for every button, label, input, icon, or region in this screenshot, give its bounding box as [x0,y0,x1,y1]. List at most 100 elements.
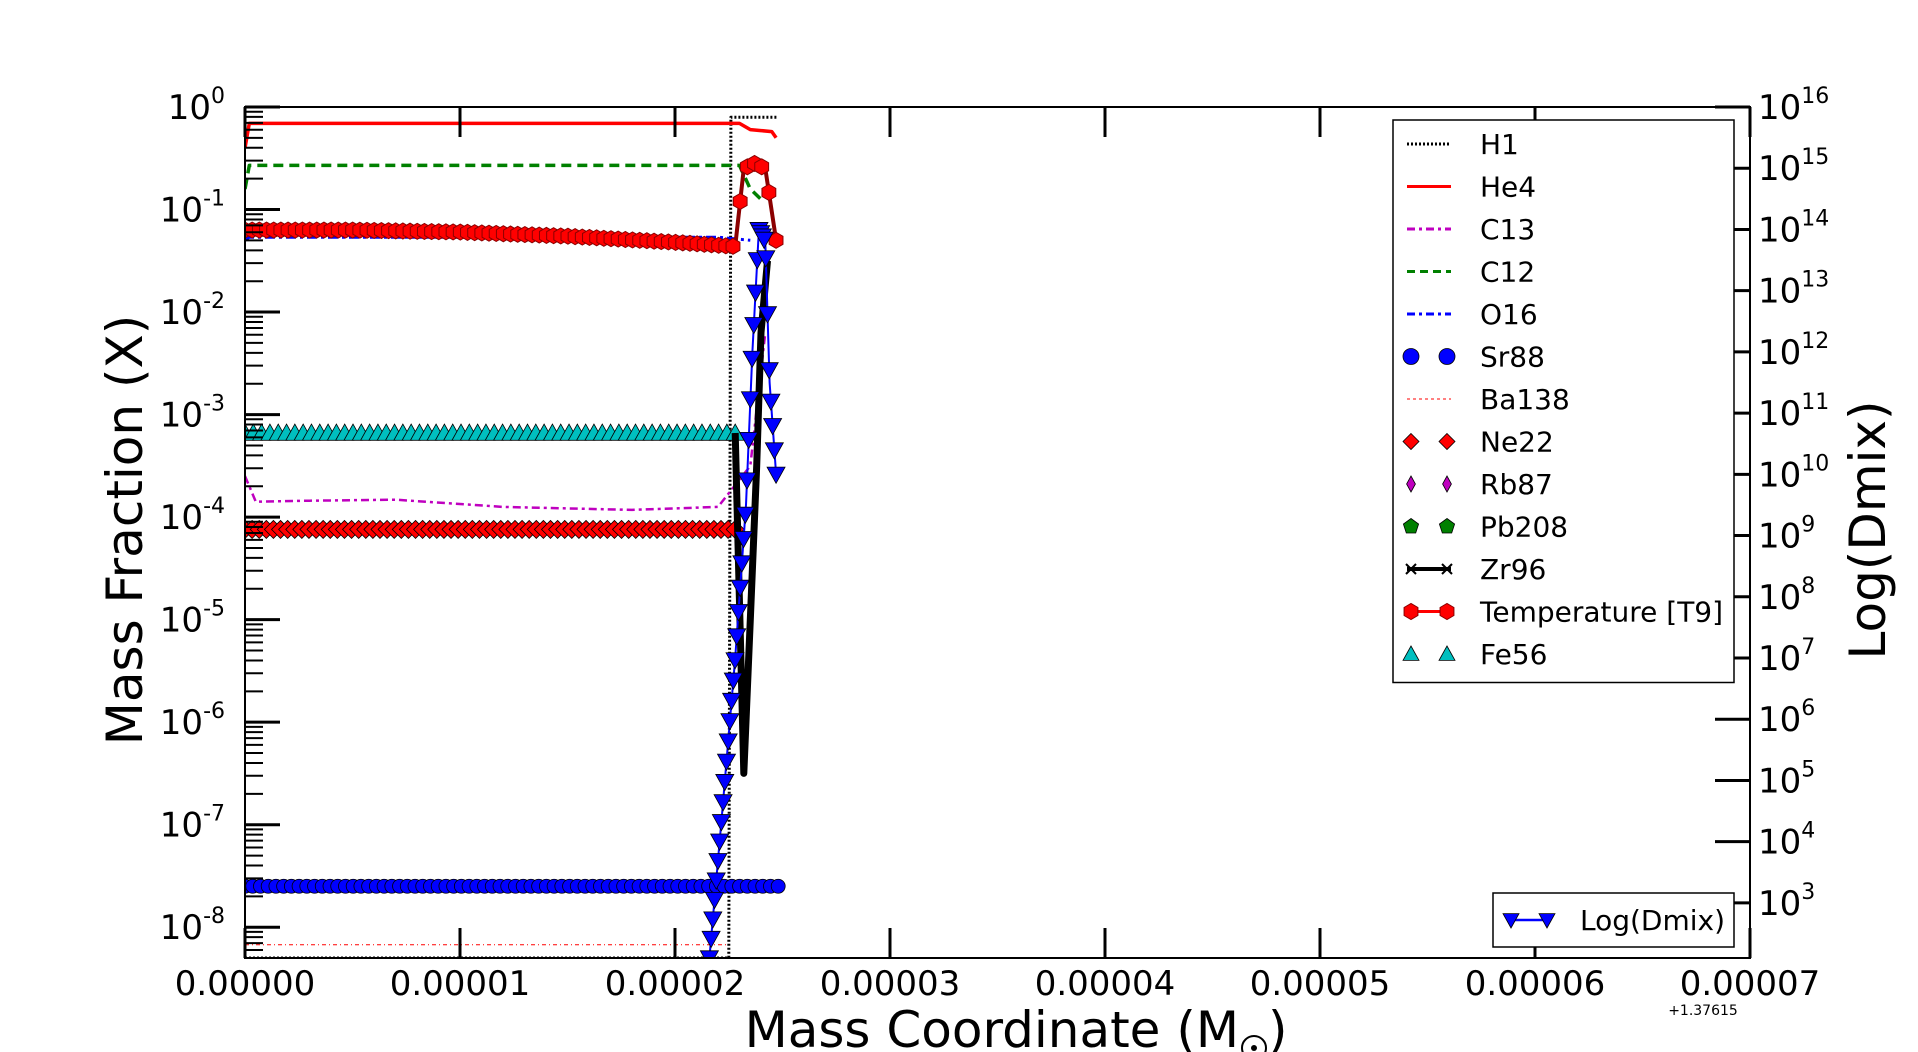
legend-marker-log-dmix [1502,913,1520,929]
data-point-log-dmix [737,472,757,490]
y-left-tick-base: 10 [160,806,203,846]
legend-label-pb208: Pb208 [1480,511,1568,544]
y-right-tick-base: 10 [1758,578,1801,618]
legend-label-zr96: Zr96 [1480,553,1546,586]
legend-label-o16: O16 [1480,298,1538,331]
data-point-log-dmix [704,892,725,910]
data-point-log-dmix [706,872,726,890]
y-left-tick-exponent: -2 [203,289,225,314]
y-right-tick-label: 1014 [1758,206,1829,250]
legend-label-temperature-t9: Temperature [T9] [1479,596,1723,629]
y-right-tick-label: 107 [1758,635,1815,679]
legend-marker-temperature-t9 [1439,602,1455,621]
y-left-tick-label: 100 [168,84,225,128]
y-left-tick-base: 10 [160,908,203,948]
y-right-tick-exponent: 15 [1801,145,1829,170]
y-right-tick-base: 10 [1758,149,1801,189]
y-left-tick-exponent: 0 [211,84,225,109]
data-point-temperature-t9 [725,237,741,255]
legend-marker-temperature-t9 [1403,602,1419,621]
x-tick-label: 0.00003 [820,964,961,1004]
data-point-temperature-t9 [754,158,770,176]
y-left-tick-label: 10-4 [160,494,225,538]
data-point-log-dmix [730,579,750,598]
y-right-tick-base: 10 [1758,639,1801,679]
series-line-c12 [245,163,763,201]
y-left-tick-label: 10-1 [160,187,225,231]
y-left-tick-label: 10-7 [160,802,225,846]
y-right-tick-label: 1015 [1758,145,1829,189]
data-point-log-dmix [756,250,776,268]
legend-marker-ne22 [1402,432,1420,451]
y-left-tick-base: 10 [168,88,211,128]
legend-box [1392,119,1735,684]
y-left-tick-exponent: -5 [203,597,225,622]
legend-marker-zr96 [1441,563,1453,575]
data-point-log-dmix [716,753,737,772]
data-point-log-dmix [744,317,764,335]
legend-label-he4: He4 [1480,171,1536,204]
y-left-tick-label: 10-8 [160,904,225,948]
y-left-tick-base: 10 [160,191,203,231]
data-point-log-dmix [727,628,747,646]
y-right-tick-base: 10 [1758,333,1801,373]
legend-label-rb87: Rb87 [1480,468,1553,501]
legend-marker-pb208 [1438,518,1456,534]
y-right-tick-label: 1011 [1758,390,1829,434]
y-right-tick-exponent: 11 [1801,390,1829,415]
series-group [245,115,786,958]
legend-right: Log(Dmix) [1492,892,1735,948]
data-point-log-dmix [766,466,786,485]
data-point-log-dmix [754,231,774,250]
y-right-tick-exponent: 9 [1801,513,1815,538]
y-left-tick-base: 10 [160,293,203,333]
legend-label-log-dmix: Log(Dmix) [1580,904,1725,937]
y-right-tick-exponent: 7 [1801,635,1815,660]
y-left-tick-base: 10 [160,703,203,743]
y-left-tick-exponent: -6 [203,699,225,724]
data-point-log-dmix [703,911,723,929]
y-right-tick-base: 10 [1758,761,1801,801]
y-right-tick-label: 1010 [1758,451,1829,495]
data-point-log-dmix [699,950,720,958]
y-left-tick-label: 10-3 [160,392,225,436]
y-right-tick-base: 10 [1758,272,1801,312]
y-left-tick-label: 10-2 [160,289,225,333]
legend-label-ba138: Ba138 [1480,383,1570,416]
data-point-log-dmix [762,418,783,436]
x-tick-label: 0.00001 [390,964,531,1004]
sun-symbol-icon [1241,1035,1267,1052]
data-point-log-dmix [728,604,749,622]
legend-marker-zr96-b [1441,563,1453,575]
data-point-log-dmix [761,393,781,412]
legend-marker-ne22 [1438,432,1456,451]
y-right-tick-base: 10 [1758,394,1801,434]
data-point-log-dmix [713,794,733,812]
legend-label-h1: H1 [1480,128,1519,161]
y-right-tick-base: 10 [1758,88,1801,128]
y-right-tick-exponent: 4 [1801,819,1815,844]
data-point-log-dmix [764,442,785,460]
series-line-h1 [245,115,779,958]
data-point-log-dmix [735,506,755,525]
data-point-log-dmix [711,814,732,832]
data-point-log-dmix [739,431,759,450]
data-point-log-dmix [721,692,742,711]
x-axis-title-group: Mass Coordinate (M ) [745,1001,1288,1052]
legend-marker-fe56 [1438,645,1456,661]
y-right-tick-exponent: 14 [1801,206,1829,231]
y-left-tick-base: 10 [160,498,203,538]
legend-marker-zr96-b [1405,563,1417,575]
data-point-log-dmix [725,652,745,670]
y-right-tick-base: 10 [1758,517,1801,557]
legend-marker-log-dmix [1538,913,1556,929]
y-right-tick-label: 1016 [1758,84,1829,128]
data-point-log-dmix [732,555,752,573]
legend-label-sr88: Sr88 [1480,341,1545,374]
y-left-tick-base: 10 [160,601,203,641]
y-right-tick-label: 106 [1758,696,1815,740]
y-left-tick-label: 10-5 [160,597,225,641]
y-left-tick-base: 10 [160,396,203,436]
data-point-log-dmix [701,930,721,949]
series-line-zr96 [731,260,771,777]
